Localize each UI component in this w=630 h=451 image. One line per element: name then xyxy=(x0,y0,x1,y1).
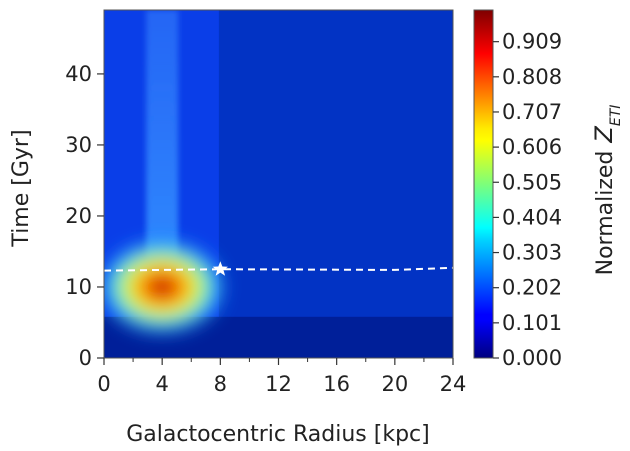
plot-area xyxy=(104,10,453,358)
colorbar-axis: 0.000 0.101 0.202 0.303 0.404 0.505 0.606 0.707… xyxy=(493,30,562,370)
y-tick-label: 10 xyxy=(65,275,92,299)
y-axis-title: Time [Gyr] xyxy=(9,129,34,247)
y-tick-label: 0 xyxy=(79,346,92,370)
x-tick-label: 24 xyxy=(440,372,467,396)
sun-position-marker xyxy=(212,261,228,276)
colorbar-tick-label: 0.000 xyxy=(502,346,562,370)
x-axis-title: Galactocentric Radius [kpc] xyxy=(126,422,429,447)
x-tick-label: 4 xyxy=(155,372,168,396)
colorbar-tick-label: 0.909 xyxy=(502,30,562,54)
colorbar-title-subscript: ETI xyxy=(608,105,624,127)
colorbar xyxy=(473,9,494,359)
colorbar-tick-label: 0.707 xyxy=(502,100,562,124)
y-tick-label: 40 xyxy=(65,62,92,86)
colorbar-tick-label: 0.404 xyxy=(502,205,562,229)
colorbar-tick-label: 0.202 xyxy=(502,276,562,300)
colorbar-title: Normalized ZETI xyxy=(590,105,624,276)
x-tick-label: 8 xyxy=(214,372,227,396)
x-tick-label: 0 xyxy=(97,372,110,396)
y-tick-label: 30 xyxy=(65,133,92,157)
colorbar-tick-label: 0.606 xyxy=(502,135,562,159)
x-axis: 0 4 8 12 16 20 24 xyxy=(97,358,466,396)
x-tick-label: 20 xyxy=(381,372,408,396)
x-tick-label: 12 xyxy=(265,372,292,396)
colorbar-tick-label: 0.303 xyxy=(502,241,562,265)
colorbar-tick-label: 0.101 xyxy=(502,311,562,335)
y-tick-label: 20 xyxy=(65,204,92,228)
heatmap-background-right xyxy=(218,10,453,358)
x-tick-label: 16 xyxy=(323,372,350,396)
colorbar-tick-label: 0.808 xyxy=(502,65,562,89)
colorbar-title-text: Normalized xyxy=(593,151,618,276)
colorbar-tick-label: 0.505 xyxy=(502,170,562,194)
heatmap-peak-region xyxy=(104,238,227,336)
heatmap-vertical-band xyxy=(146,10,179,259)
y-axis: 0 10 20 30 40 xyxy=(65,62,104,370)
colorbar-title-symbol: Z xyxy=(590,126,618,144)
